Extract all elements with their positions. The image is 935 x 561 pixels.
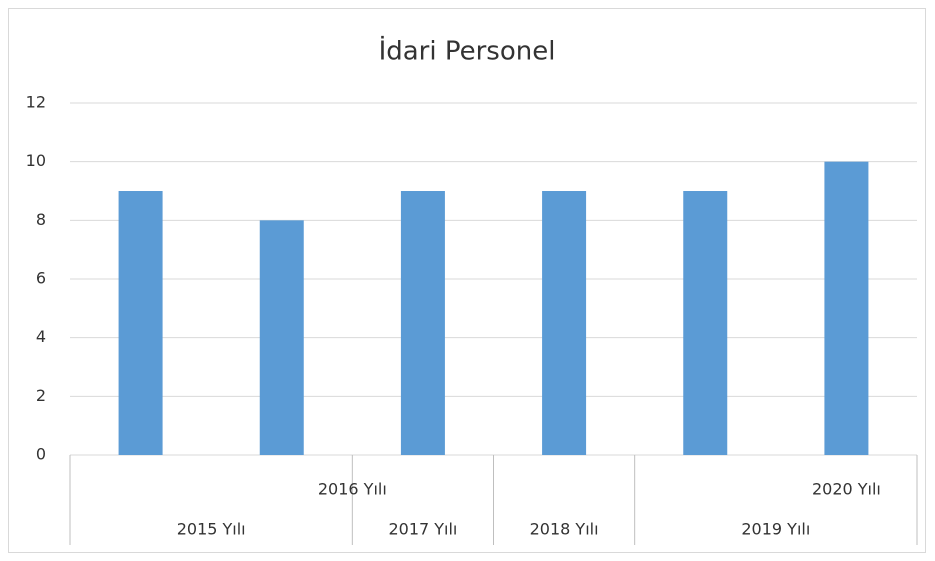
y-tick-label: 4 [36,327,46,346]
bar [824,161,869,455]
x-tick-label: 2020 Yılı [812,480,881,499]
y-tick-label: 2 [36,386,46,405]
y-tick-label: 10 [26,151,46,170]
x-tick-label: 2017 Yılı [388,520,457,539]
x-tick-label: 2019 Yılı [741,520,810,539]
y-tick-label: 8 [36,210,46,229]
chart-title: İdari Personel [379,35,556,67]
y-tick-label: 6 [36,269,46,288]
x-tick-label: 2015 Yılı [177,520,246,539]
bar [683,191,728,455]
bar [400,191,445,455]
bar [259,220,304,455]
y-tick-label: 12 [26,93,46,112]
bar [118,191,163,455]
x-tick-label: 2016 Yılı [318,480,387,499]
x-tick-label: 2018 Yılı [530,520,599,539]
y-tick-label: 0 [36,445,46,464]
bar [542,191,587,455]
